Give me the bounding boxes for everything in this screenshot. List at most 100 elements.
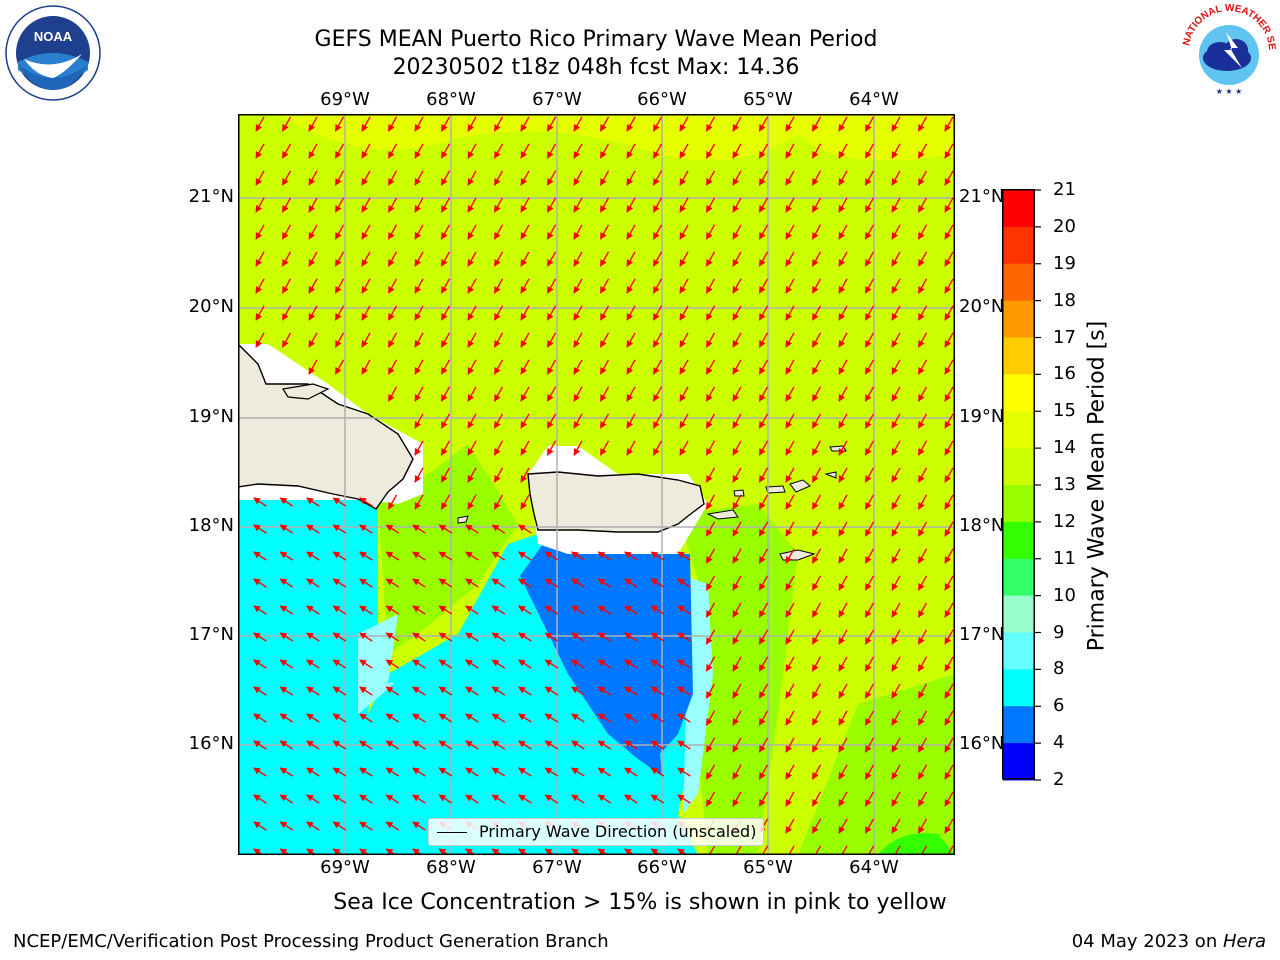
wave-direction-arrow	[385, 767, 400, 777]
wave-direction-arrow	[758, 494, 769, 510]
colorbar-tick-label: 13	[1053, 474, 1076, 495]
wave-direction-arrow	[571, 632, 585, 642]
wave-direction-arrow	[306, 632, 320, 642]
wave-direction-arrow	[332, 794, 347, 804]
wave-direction-arrow	[864, 629, 875, 645]
wave-direction-arrow	[491, 713, 506, 723]
wave-direction-arrow	[573, 116, 583, 132]
wave-direction-arrow	[864, 224, 875, 240]
wave-direction-arrow	[599, 143, 610, 159]
wave-direction-arrow	[652, 440, 663, 456]
wave-direction-arrow	[705, 629, 716, 645]
wave-direction-arrow	[281, 143, 292, 159]
wave-direction-arrow	[652, 143, 663, 159]
wave-direction-arrow	[944, 413, 954, 429]
wave-direction-arrow	[308, 197, 318, 213]
wave-direction-arrow	[785, 629, 795, 645]
wave-direction-arrow	[361, 170, 371, 186]
wave-direction-arrow	[467, 224, 477, 240]
wave-direction-arrow	[785, 602, 795, 618]
wave-direction-arrow	[412, 713, 426, 723]
wave-direction-arrow	[891, 548, 901, 564]
wave-direction-arrow	[440, 251, 451, 267]
wave-direction-arrow	[306, 578, 320, 588]
wave-direction-arrow	[732, 629, 742, 645]
wave-direction-arrow	[705, 170, 716, 186]
wave-direction-arrow	[785, 548, 795, 564]
wave-direction-arrow	[491, 524, 506, 534]
wave-direction-arrow	[308, 278, 318, 294]
wave-direction-arrow	[652, 386, 663, 402]
wave-direction-arrow	[838, 656, 848, 672]
wave-direction-arrow	[891, 278, 901, 294]
wave-direction-arrow	[573, 170, 583, 186]
wave-direction-arrow	[467, 251, 477, 267]
wave-direction-arrow	[705, 683, 716, 699]
wave-direction-arrow	[677, 794, 691, 804]
wave-direction-arrow	[597, 713, 612, 723]
wave-direction-arrow	[359, 767, 373, 777]
wave-direction-arrow	[944, 278, 954, 294]
puerto-rico-landmass	[527, 471, 705, 533]
wave-direction-arrow	[599, 224, 610, 240]
wave-direction-arrow	[491, 794, 506, 804]
colorbar-segment	[1003, 263, 1034, 302]
wave-direction-arrow	[573, 386, 583, 402]
wave-direction-arrow	[279, 605, 294, 615]
wave-direction-arrow	[891, 629, 901, 645]
wave-direction-arrow	[599, 170, 610, 186]
wave-direction-arrow	[387, 305, 398, 321]
wave-direction-arrow	[624, 794, 638, 804]
wave-direction-arrow	[520, 170, 530, 186]
wave-direction-arrow	[944, 197, 954, 213]
wave-direction-arrow	[838, 170, 848, 186]
wave-direction-arrow	[917, 737, 928, 753]
wave-direction-arrow	[758, 656, 769, 672]
wave-direction-arrow	[599, 278, 610, 294]
wave-direction-arrow	[891, 575, 901, 591]
wave-direction-arrow	[412, 821, 426, 831]
wave-direction-arrow	[493, 278, 504, 294]
wave-direction-arrow	[518, 767, 532, 777]
wave-direction-arrow	[361, 224, 371, 240]
wave-direction-arrow	[864, 548, 875, 564]
wave-direction-arrow	[785, 386, 795, 402]
wave-direction-arrow	[624, 848, 634, 854]
wave-direction-arrow	[571, 659, 585, 669]
wave-direction-arrow	[944, 170, 954, 186]
wave-direction-arrow	[758, 521, 769, 537]
wave-direction-arrow	[705, 143, 716, 159]
wave-direction-arrow	[332, 848, 343, 854]
wave-direction-arrow	[253, 686, 267, 696]
wave-direction-arrow	[679, 143, 689, 159]
map-title: GEFS MEAN Puerto Rico Primary Wave Mean …	[314, 27, 878, 52]
wave-direction-arrow	[705, 710, 716, 726]
wave-direction-arrow	[306, 848, 316, 854]
wave-direction-arrow	[811, 710, 822, 726]
wave-direction-arrow	[838, 386, 848, 402]
wave-direction-arrow	[306, 821, 320, 831]
wave-direction-arrow	[785, 494, 795, 510]
wave-direction-arrow	[811, 413, 822, 429]
wave-direction-arrow	[308, 224, 318, 240]
wave-direction-arrow	[385, 632, 400, 642]
wave-direction-arrow	[891, 359, 901, 375]
wave-direction-arrow	[626, 197, 636, 213]
wave-direction-arrow	[491, 605, 506, 615]
wave-direction-arrow	[281, 224, 292, 240]
wave-direction-arrow	[944, 305, 954, 321]
wave-direction-arrow	[838, 791, 848, 807]
wave-direction-arrow	[599, 440, 610, 456]
wave-direction-arrow	[412, 848, 422, 854]
wave-direction-arrow	[306, 794, 320, 804]
wave-direction-arrow	[864, 440, 875, 456]
wave-direction-arrow	[811, 116, 822, 132]
wave-direction-arrow	[493, 359, 504, 375]
wave-direction-arrow	[944, 251, 954, 267]
lon-label-top: 64°W	[849, 89, 899, 110]
wave-direction-arrow	[359, 794, 373, 804]
colorbar-tick-label: 19	[1053, 252, 1076, 274]
wave-direction-arrow	[334, 116, 345, 132]
wave-direction-arrow	[518, 524, 532, 534]
wave-direction-arrow	[332, 497, 347, 507]
